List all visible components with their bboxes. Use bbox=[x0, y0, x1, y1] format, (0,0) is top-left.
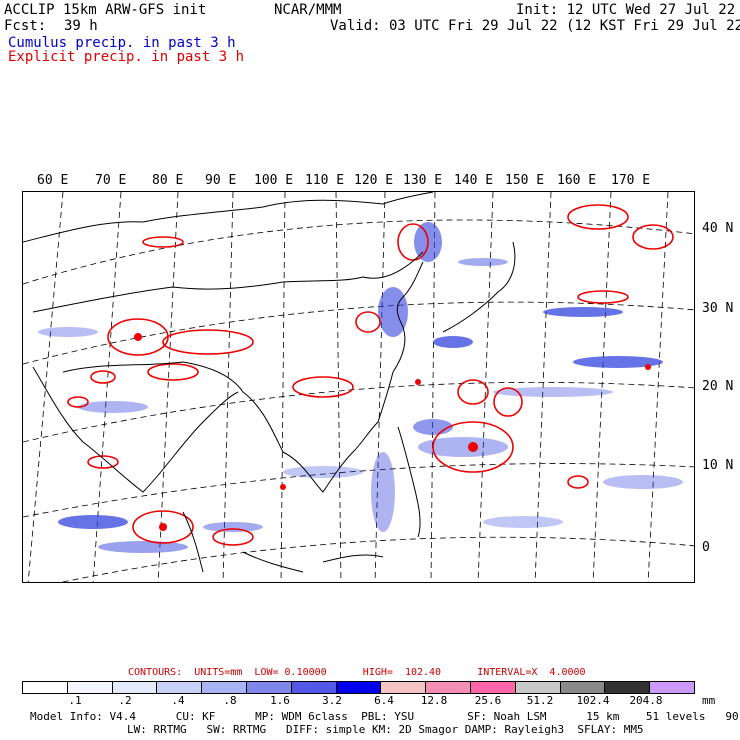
colorbar-cell-14 bbox=[650, 682, 694, 693]
lon-label-90e: 90 E bbox=[205, 173, 237, 188]
colorbar-tick: 6.4 bbox=[374, 694, 394, 707]
lon-label-70e: 70 E bbox=[95, 173, 127, 188]
colorbar-cell-3 bbox=[157, 682, 203, 693]
lat-label-30n: 30 N bbox=[702, 301, 734, 316]
header-agency: NCAR/MMM bbox=[274, 2, 342, 18]
gridline-60e bbox=[27, 192, 64, 582]
gridline-10n bbox=[23, 463, 694, 518]
gridline-20n bbox=[23, 381, 694, 443]
gridline-140e bbox=[477, 192, 494, 582]
lon-label-150e: 150 E bbox=[505, 173, 545, 188]
colorbar-cell-0 bbox=[23, 682, 68, 693]
indochina-coast bbox=[282, 371, 394, 493]
lon-label-140e: 140 E bbox=[454, 173, 494, 188]
legend-explicit: Explicit precip. in past 3 h bbox=[8, 49, 245, 65]
sumatra bbox=[182, 511, 204, 573]
lat-label-0: 0 bbox=[702, 540, 710, 555]
colorbar-cell-2 bbox=[112, 682, 158, 693]
colorbar-cell-4 bbox=[202, 682, 247, 693]
explicit-precip-contours bbox=[67, 204, 674, 546]
precip-map bbox=[22, 191, 695, 583]
colorbar-cell-1 bbox=[67, 682, 113, 693]
coastlines bbox=[23, 192, 516, 573]
colorbar-tick: 12.8 bbox=[420, 694, 448, 707]
china-north-border bbox=[32, 251, 424, 313]
colorbar-tick: 25.6 bbox=[474, 694, 502, 707]
china-east-coast bbox=[392, 261, 424, 373]
precip-colorbar bbox=[22, 681, 695, 694]
map-canvas bbox=[23, 192, 694, 582]
philippines bbox=[397, 426, 421, 538]
northern-border bbox=[23, 192, 434, 243]
legend-cumulus: Cumulus precip. in past 3 h bbox=[8, 35, 236, 51]
footer-model-info: Model Info: V4.4 CU: KF MP: WDM 6class P… bbox=[30, 710, 740, 723]
colorbar-unit: mm bbox=[702, 694, 716, 707]
contours-info: CONTOURS: UNITS=mm LOW= 0.10000 HIGH= 10… bbox=[128, 667, 586, 678]
gridline-30n bbox=[23, 301, 694, 365]
lon-label-100e: 100 E bbox=[254, 173, 294, 188]
header-valid: Valid: 03 UTC Fri 29 Jul 22 (12 KST Fri … bbox=[330, 18, 740, 34]
colorbar-cell-13 bbox=[605, 682, 651, 693]
cumulus-precip-areas bbox=[38, 222, 683, 553]
japan bbox=[442, 241, 516, 333]
gridline-170e bbox=[647, 192, 669, 582]
colorbar-tick: 102.4 bbox=[576, 694, 610, 707]
colorbar-cell-5 bbox=[246, 682, 292, 693]
gridline-160e bbox=[592, 192, 612, 582]
header-title: ACCLIP 15km ARW-GFS init bbox=[4, 2, 207, 18]
lat-label-40n: 40 N bbox=[702, 221, 734, 236]
lon-label-160e: 160 E bbox=[557, 173, 597, 188]
header-init: Init: 12 UTC Wed 27 Jul 22 bbox=[516, 2, 736, 18]
gridline-70e bbox=[92, 192, 122, 582]
footer-physics-info: LW: RRTMG SW: RRTMG DIFF: simple KM: 2D … bbox=[127, 723, 644, 736]
india-coast bbox=[32, 366, 239, 493]
gridline-100e bbox=[280, 192, 286, 582]
colorbar-tick: 3.2 bbox=[322, 694, 342, 707]
gridline-90e bbox=[222, 192, 234, 582]
header-fcst-label: Fcst: bbox=[4, 18, 47, 34]
lon-label-170e: 170 E bbox=[611, 173, 651, 188]
colorbar-tick: .4 bbox=[171, 694, 185, 707]
gridline-80e bbox=[157, 192, 179, 582]
colorbar-cell-12 bbox=[560, 682, 606, 693]
colorbar-cell-10 bbox=[470, 682, 516, 693]
latitude-gridlines bbox=[23, 219, 694, 582]
lon-label-80e: 80 E bbox=[152, 173, 184, 188]
explicit-precip-cores bbox=[134, 333, 651, 531]
lat-label-20n: 20 N bbox=[702, 379, 734, 394]
colorbar-tick: 204.8 bbox=[629, 694, 663, 707]
colorbar-cell-9 bbox=[426, 682, 471, 693]
colorbar-cell-11 bbox=[515, 682, 561, 693]
colorbar-cell-6 bbox=[291, 682, 337, 693]
colorbar-cell-8 bbox=[381, 682, 427, 693]
colorbar-cell-7 bbox=[336, 682, 382, 693]
lat-label-10n: 10 N bbox=[702, 458, 734, 473]
header-fcst-value: 39 h bbox=[64, 18, 98, 34]
colorbar-tick: 1.6 bbox=[270, 694, 290, 707]
colorbar-tick: .2 bbox=[118, 694, 132, 707]
lon-label-60e: 60 E bbox=[37, 173, 69, 188]
lon-label-130e: 130 E bbox=[403, 173, 443, 188]
india-border bbox=[62, 361, 284, 453]
gridline-120e bbox=[374, 192, 386, 582]
gridline-110e bbox=[335, 192, 342, 582]
colorbar-tick: .1 bbox=[68, 694, 82, 707]
lon-label-110e: 110 E bbox=[305, 173, 345, 188]
gridline-150e bbox=[534, 192, 552, 582]
colorbar-tick: 51.2 bbox=[526, 694, 554, 707]
lon-label-120e: 120 E bbox=[354, 173, 394, 188]
gridline-0 bbox=[60, 536, 694, 582]
gridline-40n bbox=[23, 219, 694, 285]
colorbar-tick: .8 bbox=[223, 694, 237, 707]
maritime-continent bbox=[242, 551, 384, 573]
